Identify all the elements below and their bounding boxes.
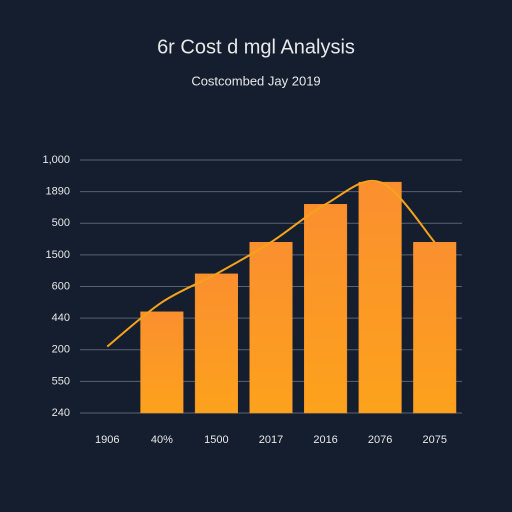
y-tick-label: 240 [52, 407, 70, 419]
y-tick-label: 1500 [46, 249, 70, 261]
y-tick-label: 1,000 [42, 154, 70, 166]
y-tick-label: 550 [52, 375, 70, 387]
x-tick-label: 1500 [204, 434, 228, 446]
y-tick-label: 440 [52, 312, 70, 324]
bar [194, 273, 238, 414]
y-tick-label: 200 [52, 344, 70, 356]
bar [358, 181, 402, 414]
bar [249, 241, 293, 414]
x-tick-label: 1906 [95, 434, 119, 446]
chart-subtitle: Costcombed Jay 2019 [191, 73, 320, 88]
x-tick-label: 2076 [368, 434, 392, 446]
bar [304, 204, 348, 414]
y-tick-label: 600 [52, 280, 70, 292]
chart-title: 6r Cost d mgl Analysis [157, 36, 355, 58]
bar [140, 311, 184, 414]
x-tick-label: 40% [151, 434, 173, 446]
x-tick-label: 2017 [259, 434, 283, 446]
x-tick-label: 2016 [313, 434, 337, 446]
bar [413, 241, 457, 414]
y-tick-label: 1890 [46, 186, 70, 198]
x-tick-label: 2075 [422, 434, 446, 446]
trend-line [106, 179, 436, 348]
y-tick-label: 500 [52, 217, 70, 229]
